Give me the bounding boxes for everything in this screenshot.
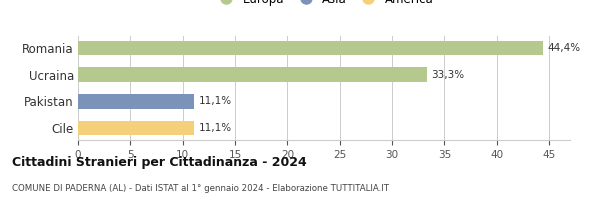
Text: Cittadini Stranieri per Cittadinanza - 2024: Cittadini Stranieri per Cittadinanza - 2… (12, 156, 307, 169)
Bar (78, 94, 194, 109)
Bar (78, 41, 543, 55)
Text: COMUNE DI PADERNA (AL) - Dati ISTAT al 1° gennaio 2024 - Elaborazione TUTTITALIA: COMUNE DI PADERNA (AL) - Dati ISTAT al 1… (12, 184, 389, 193)
Text: 44,4%: 44,4% (547, 43, 580, 53)
Legend: Europa, Asia, America: Europa, Asia, America (210, 0, 438, 10)
Bar (78, 67, 427, 82)
Bar (78, 121, 194, 135)
Text: 33,3%: 33,3% (431, 70, 464, 80)
Text: 11,1%: 11,1% (199, 123, 232, 133)
Text: 11,1%: 11,1% (199, 96, 232, 106)
